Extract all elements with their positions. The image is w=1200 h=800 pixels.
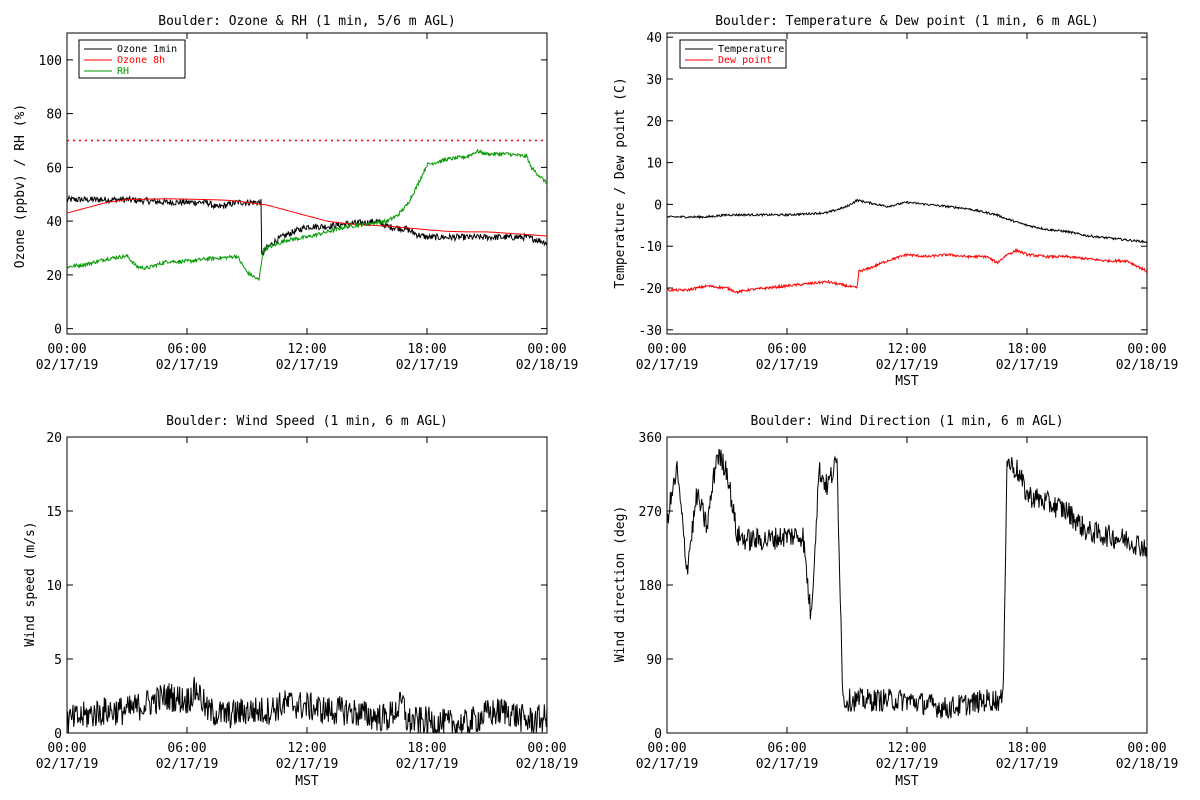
panel-title: Boulder: Wind Direction (1 min, 6 m AGL) bbox=[750, 414, 1063, 429]
x-tick-label-date: 02/17/19 bbox=[396, 757, 459, 772]
y-tick-label: 40 bbox=[646, 31, 662, 46]
y-tick-label: 0 bbox=[54, 727, 62, 742]
x-tick-label-time: 06:00 bbox=[167, 342, 206, 357]
y-tick-label: 0 bbox=[54, 323, 62, 338]
y-tick-label: -20 bbox=[639, 282, 662, 297]
x-tick-label-date: 02/18/19 bbox=[1116, 757, 1179, 772]
x-tick-label-time: 00:00 bbox=[647, 342, 686, 357]
x-tick-label-time: 12:00 bbox=[887, 342, 926, 357]
plot-frame bbox=[666, 32, 1148, 335]
legend-label-ozone-1min: Ozone 1min bbox=[117, 44, 177, 55]
x-tick-label-time: 00:00 bbox=[1127, 342, 1166, 357]
x-tick-label-date: 02/17/19 bbox=[636, 358, 699, 373]
x-tick-label-time: 06:00 bbox=[167, 741, 206, 756]
y-tick-label: 40 bbox=[46, 215, 62, 230]
x-tick-label-date: 02/17/19 bbox=[876, 358, 939, 373]
y-tick-label: 0 bbox=[654, 727, 662, 742]
x-tick-label-time: 00:00 bbox=[47, 741, 86, 756]
x-tick-label-date: 02/17/19 bbox=[156, 358, 219, 373]
panel-wind-direction: Boulder: Wind Direction (1 min, 6 m AGL)… bbox=[613, 414, 1178, 789]
x-axis-title: MST bbox=[895, 774, 919, 789]
x-tick-label-date: 02/17/19 bbox=[756, 757, 819, 772]
y-tick-label: -10 bbox=[639, 240, 662, 255]
y-tick-label: 270 bbox=[639, 505, 662, 520]
x-tick-label-date: 02/17/19 bbox=[876, 757, 939, 772]
x-tick-label-date: 02/17/19 bbox=[996, 757, 1059, 772]
y-tick-label: 0 bbox=[654, 198, 662, 213]
panel-title: Boulder: Ozone & RH (1 min, 5/6 m AGL) bbox=[158, 14, 455, 29]
x-tick-label-date: 02/18/19 bbox=[516, 757, 579, 772]
x-tick-label-date: 02/17/19 bbox=[996, 358, 1059, 373]
x-tick-label-time: 00:00 bbox=[647, 741, 686, 756]
panel-temperature-dewpoint: Boulder: Temperature & Dew point (1 min,… bbox=[613, 14, 1178, 389]
x-tick-label-date: 02/17/19 bbox=[276, 757, 339, 772]
series-line-rh bbox=[66, 148, 548, 281]
series-line-ozone-1min bbox=[66, 194, 548, 257]
series-line-data bbox=[666, 448, 1148, 720]
plot-frame bbox=[66, 436, 548, 734]
panel-wind-speed: Boulder: Wind Speed (1 min, 6 m AGL) Win… bbox=[23, 414, 578, 789]
x-tick-label-time: 06:00 bbox=[767, 741, 806, 756]
y-axis-title: Wind direction (deg) bbox=[613, 506, 628, 663]
x-axis-title: MST bbox=[295, 774, 319, 789]
series-line-temperature bbox=[667, 198, 1148, 244]
panel-ozone-rh: Boulder: Ozone & RH (1 min, 5/6 m AGL) O… bbox=[13, 14, 578, 373]
x-tick-label-time: 00:00 bbox=[527, 741, 566, 756]
x-tick-label-date: 02/18/19 bbox=[1116, 358, 1179, 373]
legend-label-rh: RH bbox=[117, 66, 129, 77]
x-tick-label-date: 02/17/19 bbox=[156, 757, 219, 772]
legend-box bbox=[78, 39, 186, 79]
x-tick-label-time: 18:00 bbox=[1007, 741, 1046, 756]
legend-label-temperature: Temperature bbox=[718, 44, 784, 55]
legend: Temperature Dew point bbox=[679, 39, 787, 69]
y-tick-label: 100 bbox=[39, 54, 62, 69]
x-tick-label-time: 06:00 bbox=[767, 342, 806, 357]
x-tick-label-time: 00:00 bbox=[1127, 741, 1166, 756]
x-tick-label-time: 18:00 bbox=[1007, 342, 1046, 357]
y-tick-label: 180 bbox=[639, 579, 662, 594]
x-tick-label-date: 02/17/19 bbox=[36, 358, 99, 373]
y-tick-label: 20 bbox=[46, 269, 62, 284]
x-tick-label-date: 02/17/19 bbox=[756, 358, 819, 373]
y-tick-label: 15 bbox=[46, 505, 62, 520]
x-tick-label-date: 02/17/19 bbox=[276, 358, 339, 373]
plot-frame bbox=[666, 436, 1148, 734]
y-tick-label: 90 bbox=[646, 653, 662, 668]
y-tick-label: 20 bbox=[46, 431, 62, 446]
y-tick-label: 10 bbox=[46, 579, 62, 594]
series-line-ozone-8h bbox=[66, 198, 548, 237]
x-axis-title: MST bbox=[895, 374, 919, 389]
y-tick-label: 5 bbox=[54, 653, 62, 668]
legend-label-dew-point: Dew point bbox=[718, 55, 772, 66]
legend-label-ozone-8h: Ozone 8h bbox=[117, 55, 165, 66]
x-tick-label-date: 02/18/19 bbox=[516, 358, 579, 373]
x-tick-label-date: 02/17/19 bbox=[636, 757, 699, 772]
x-tick-label-time: 18:00 bbox=[407, 741, 446, 756]
y-tick-label: 80 bbox=[46, 108, 62, 123]
x-tick-label-time: 12:00 bbox=[887, 741, 926, 756]
x-tick-label-date: 02/17/19 bbox=[396, 358, 459, 373]
x-tick-label-time: 12:00 bbox=[287, 741, 326, 756]
x-tick-label-time: 00:00 bbox=[527, 342, 566, 357]
x-tick-label-time: 18:00 bbox=[407, 342, 446, 357]
panel-title: Boulder: Temperature & Dew point (1 min,… bbox=[715, 14, 1099, 29]
series-line-data bbox=[66, 677, 548, 734]
y-tick-label: 60 bbox=[46, 161, 62, 176]
y-tick-label: 360 bbox=[639, 431, 662, 446]
y-tick-label: -30 bbox=[639, 324, 662, 339]
y-tick-label: 10 bbox=[646, 157, 662, 172]
y-tick-label: 30 bbox=[646, 73, 662, 88]
x-tick-label-time: 00:00 bbox=[47, 342, 86, 357]
legend: Ozone 1min Ozone 8h RH bbox=[78, 39, 186, 79]
legend-box bbox=[679, 39, 787, 69]
x-tick-label-time: 12:00 bbox=[287, 342, 326, 357]
y-axis-title: Temperature / Dew point (C) bbox=[613, 77, 628, 288]
y-axis-title: Ozone (ppbv) / RH (%) bbox=[13, 104, 28, 268]
y-axis-title: Wind speed (m/s) bbox=[23, 521, 38, 646]
x-tick-label-date: 02/17/19 bbox=[36, 757, 99, 772]
y-tick-label: 20 bbox=[646, 115, 662, 130]
series-line-dew-point bbox=[666, 247, 1148, 295]
panel-title: Boulder: Wind Speed (1 min, 6 m AGL) bbox=[166, 414, 448, 429]
